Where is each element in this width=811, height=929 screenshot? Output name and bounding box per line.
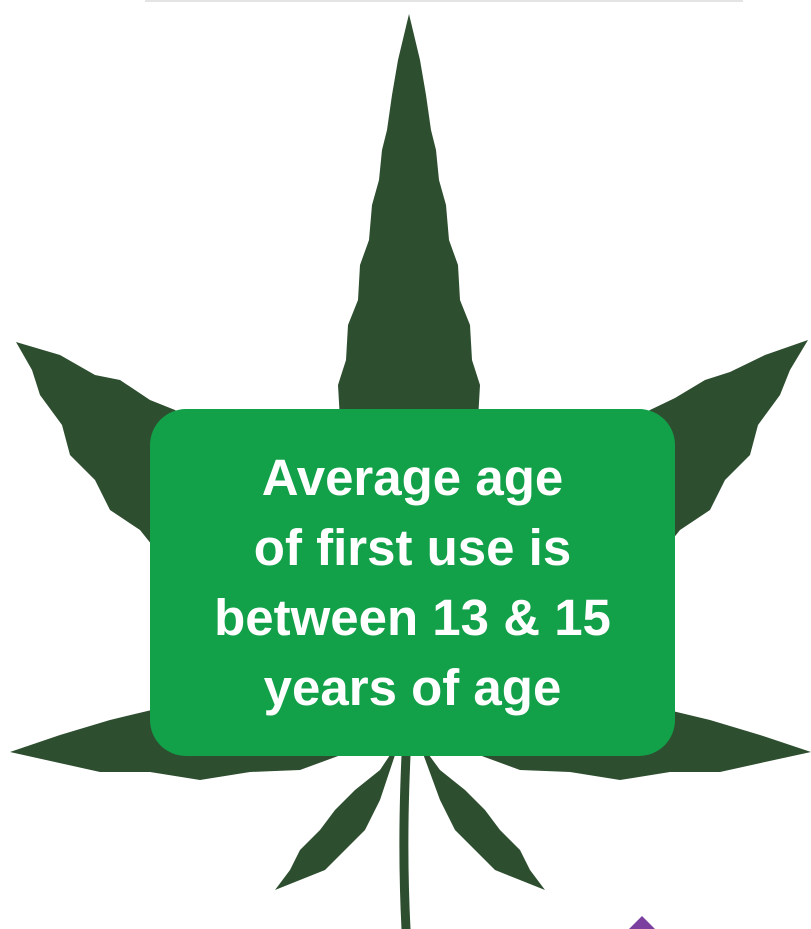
- info-box: Average age of first use is between 13 &…: [150, 409, 675, 756]
- info-message: Average age of first use is between 13 &…: [214, 443, 611, 723]
- purple-arrow-icon: [612, 916, 672, 929]
